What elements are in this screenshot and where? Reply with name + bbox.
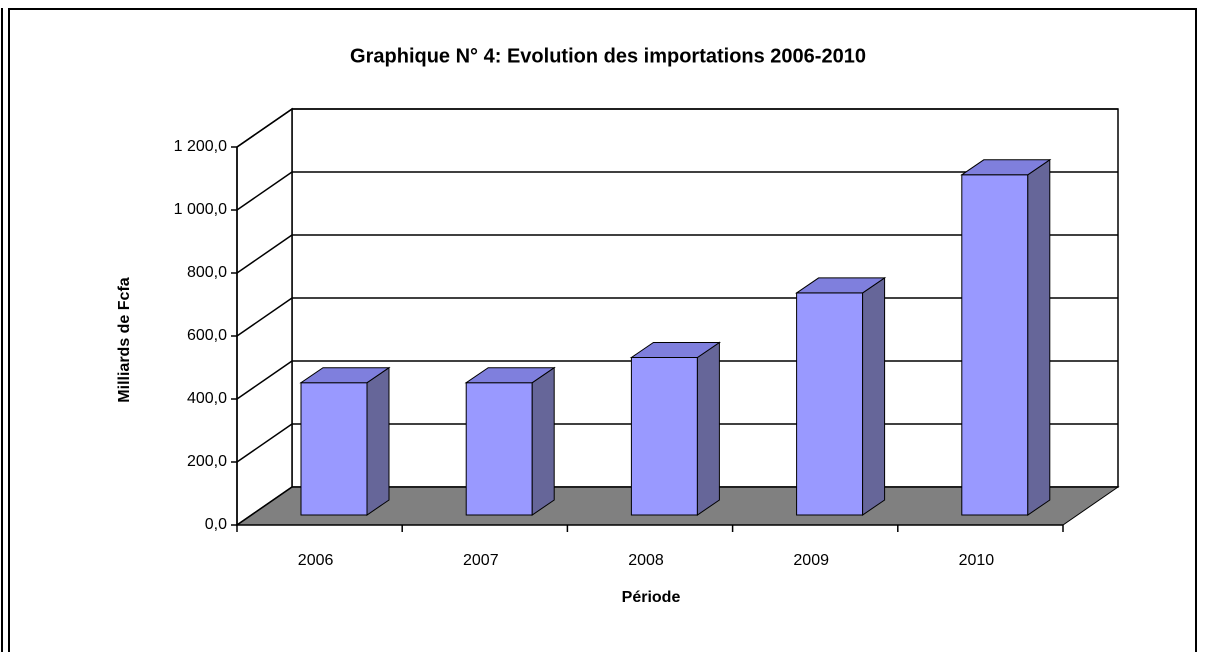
bar-side: [696, 341, 720, 516]
grid-line: [236, 423, 293, 463]
bar-side: [862, 276, 886, 516]
bar-front: [630, 357, 698, 516]
y-tick-label: 200,0: [187, 453, 227, 470]
bar-side: [366, 366, 390, 516]
y-tick-label: 800,0: [187, 264, 227, 281]
grid-line: [236, 486, 293, 526]
frame: [8, 8, 1197, 652]
bar-front: [300, 382, 368, 516]
x-tick-label: 2006: [298, 552, 334, 569]
bar-side: [531, 366, 555, 516]
grid-line: [236, 297, 293, 337]
bar-front: [961, 174, 1029, 516]
bar-top: [960, 159, 1052, 176]
x-tick-label: 2008: [628, 552, 664, 569]
bar-top: [629, 342, 722, 358]
grid-line: [236, 108, 293, 148]
bar-front: [465, 382, 533, 516]
x-tick-label: 2010: [959, 552, 995, 569]
x-axis-title: Période: [622, 589, 681, 606]
grid-line: [236, 234, 293, 274]
bar-front: [796, 292, 864, 516]
x-tick-label: 2007: [463, 552, 499, 569]
y-tick-label: 600,0: [187, 327, 227, 344]
chart-title: Graphique N° 4: Evolution des importatio…: [350, 45, 866, 67]
grid-line: [236, 360, 293, 400]
y-tick-label: 1 000,0: [174, 201, 227, 218]
bar-side: [1027, 158, 1051, 516]
x-tick-label: 2009: [793, 552, 829, 569]
y-tick-label: 0,0: [205, 516, 227, 533]
y-tick-label: 1 200,0: [174, 138, 227, 155]
grid-line: [236, 171, 293, 211]
bar-top: [464, 367, 556, 384]
y-tick-label: 400,0: [187, 390, 227, 407]
bar-top: [299, 367, 391, 384]
y-axis-title: Milliards de Fcfa: [116, 277, 133, 402]
bar-top: [794, 277, 887, 294]
